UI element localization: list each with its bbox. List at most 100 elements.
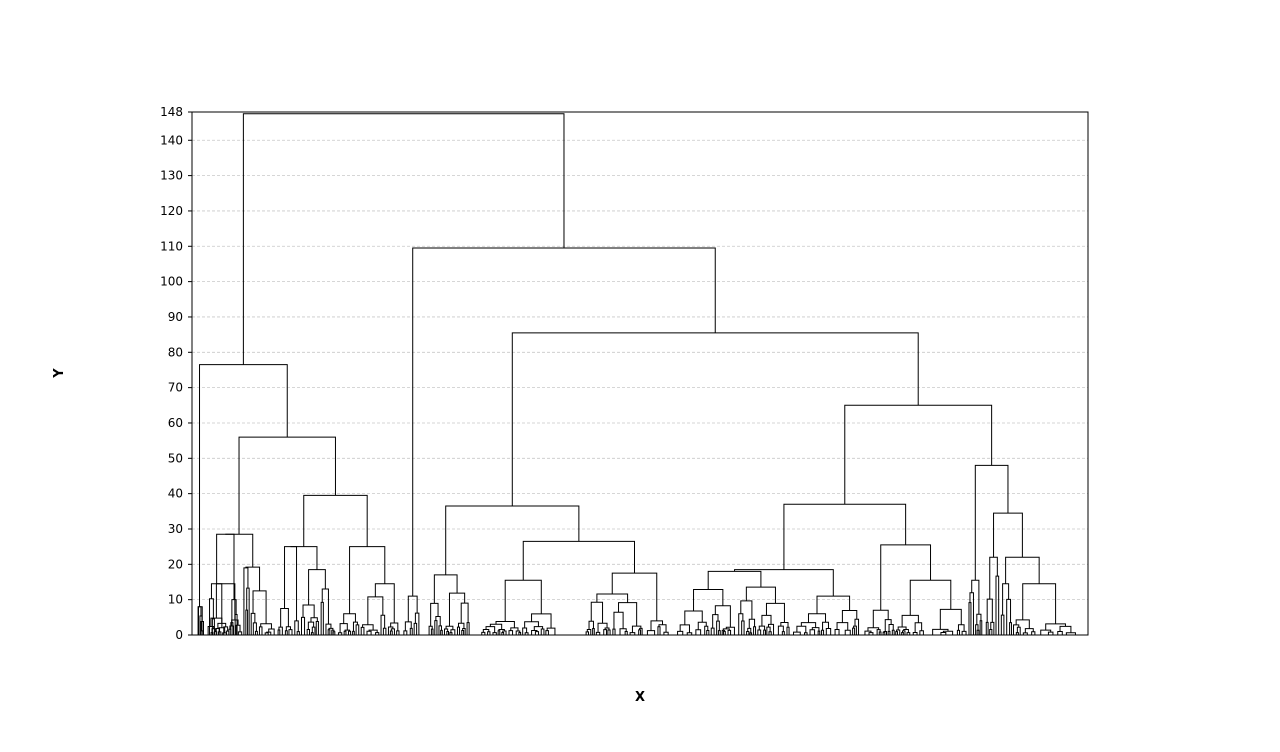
dendrogram-link — [300, 616, 306, 635]
dendrogram-link — [909, 579, 952, 616]
dendrogram-link — [738, 613, 744, 635]
y-tick-label: 20 — [168, 557, 183, 571]
dendrogram-link — [817, 630, 821, 635]
dendrogram-link — [367, 596, 384, 625]
y-tick-label: 90 — [168, 310, 183, 324]
dendrogram-link — [741, 620, 745, 635]
dendrogram-link — [844, 404, 993, 505]
dendrogram-link — [522, 627, 528, 635]
dendrogram-link — [456, 626, 461, 635]
dendrogram-link — [435, 616, 441, 626]
dendrogram-link — [990, 621, 995, 635]
dendrogram-link — [390, 622, 399, 631]
dendrogram-link — [414, 612, 420, 635]
dendrogram-link — [901, 614, 919, 628]
dendrogram-link — [545, 630, 549, 635]
dendrogram-link — [663, 631, 669, 635]
y-axis-ticks: 0 10 20 30 40 50 60 70 80 90 100 110 120 130 140 148 — [160, 105, 192, 642]
dendrogram-link — [901, 631, 904, 635]
grid-lines — [192, 139, 1088, 601]
dendrogram-link — [294, 620, 299, 635]
y-tick-label: 148 — [160, 105, 183, 119]
dendrogram-link — [763, 629, 767, 635]
dendrogram-link — [433, 574, 458, 604]
dendrogram-link — [389, 630, 393, 635]
dendrogram-link — [880, 544, 932, 611]
dendrogram-link — [800, 622, 817, 628]
y-tick-label: 140 — [160, 133, 183, 147]
dendrogram-link — [252, 590, 267, 624]
dendrogram-link — [352, 630, 355, 635]
dendrogram-link — [710, 627, 715, 635]
dendrogram-link — [216, 533, 235, 600]
dendrogram-link — [1024, 628, 1034, 633]
dendrogram-link — [706, 629, 710, 635]
dendrogram-link — [412, 247, 716, 597]
dendrogram-link — [816, 595, 851, 614]
dendrogram-link — [821, 629, 825, 635]
dendrogram-link — [592, 627, 595, 635]
dendrogram-link — [225, 630, 230, 635]
dendrogram-link — [252, 622, 257, 635]
dendrogram-link — [352, 621, 358, 632]
dendrogram-link — [238, 436, 336, 535]
dendrogram-link — [734, 569, 834, 597]
dendrogram-link — [302, 604, 315, 618]
dendrogram-link — [985, 621, 989, 635]
dendrogram-link — [650, 620, 664, 631]
dendrogram-link — [349, 546, 386, 614]
dendrogram-link — [445, 505, 580, 575]
dendrogram-link — [382, 627, 387, 635]
dendrogram-link — [448, 592, 466, 627]
dendrogram-link — [504, 579, 542, 622]
dendrogram-link — [303, 494, 368, 547]
y-tick-label: 30 — [168, 522, 183, 536]
dendrogram-link — [618, 602, 638, 627]
dendrogram-link — [796, 625, 807, 633]
dendrogram-link — [844, 629, 851, 635]
dendrogram-link — [540, 628, 545, 635]
dendrogram-link — [883, 630, 888, 635]
dendrogram-link — [995, 575, 1000, 635]
dendrogram-link — [531, 613, 552, 629]
dendrogram-link — [307, 621, 315, 630]
dendrogram-link — [897, 626, 907, 630]
y-axis-label: Y — [52, 368, 67, 379]
dendrogram-link — [1022, 632, 1028, 635]
dendrogram-link — [714, 605, 731, 628]
dendrogram-link — [446, 631, 450, 635]
dendrogram-link — [786, 626, 790, 635]
dendrogram-link — [986, 598, 993, 623]
dendrogram-link — [989, 556, 998, 600]
dendrogram-link — [498, 629, 505, 631]
dendrogram-link — [327, 629, 331, 635]
dendrogram-link — [531, 630, 538, 635]
dendrogram-link — [942, 630, 954, 635]
y-tick-label: 10 — [168, 593, 183, 607]
dendrogram-link — [449, 632, 453, 635]
dendrogram-link — [380, 614, 386, 635]
dendrogram-link — [284, 546, 298, 621]
dendrogram-link — [939, 608, 962, 630]
dendrogram-link — [613, 611, 624, 630]
dendrogram-link — [896, 629, 901, 635]
dendrogram-link — [466, 622, 470, 635]
dendrogram-link — [497, 630, 501, 635]
dendrogram-link — [481, 631, 486, 635]
dendrogram-link — [310, 632, 314, 635]
dendrogram-link — [409, 627, 413, 635]
dendrogram-link — [1016, 626, 1021, 635]
dendrogram-link — [595, 631, 601, 635]
dendrogram-link — [229, 625, 234, 635]
dendrogram-link — [487, 631, 491, 635]
dendrogram-link — [237, 631, 243, 635]
x-axis-label: X — [635, 690, 645, 705]
dendrogram-link — [603, 629, 607, 635]
dendrogram-link — [961, 630, 967, 635]
dendrogram-link — [624, 630, 628, 635]
dendrogram-link — [430, 628, 434, 635]
dendrogram-link — [331, 629, 335, 635]
dendrogram-link — [956, 629, 961, 635]
